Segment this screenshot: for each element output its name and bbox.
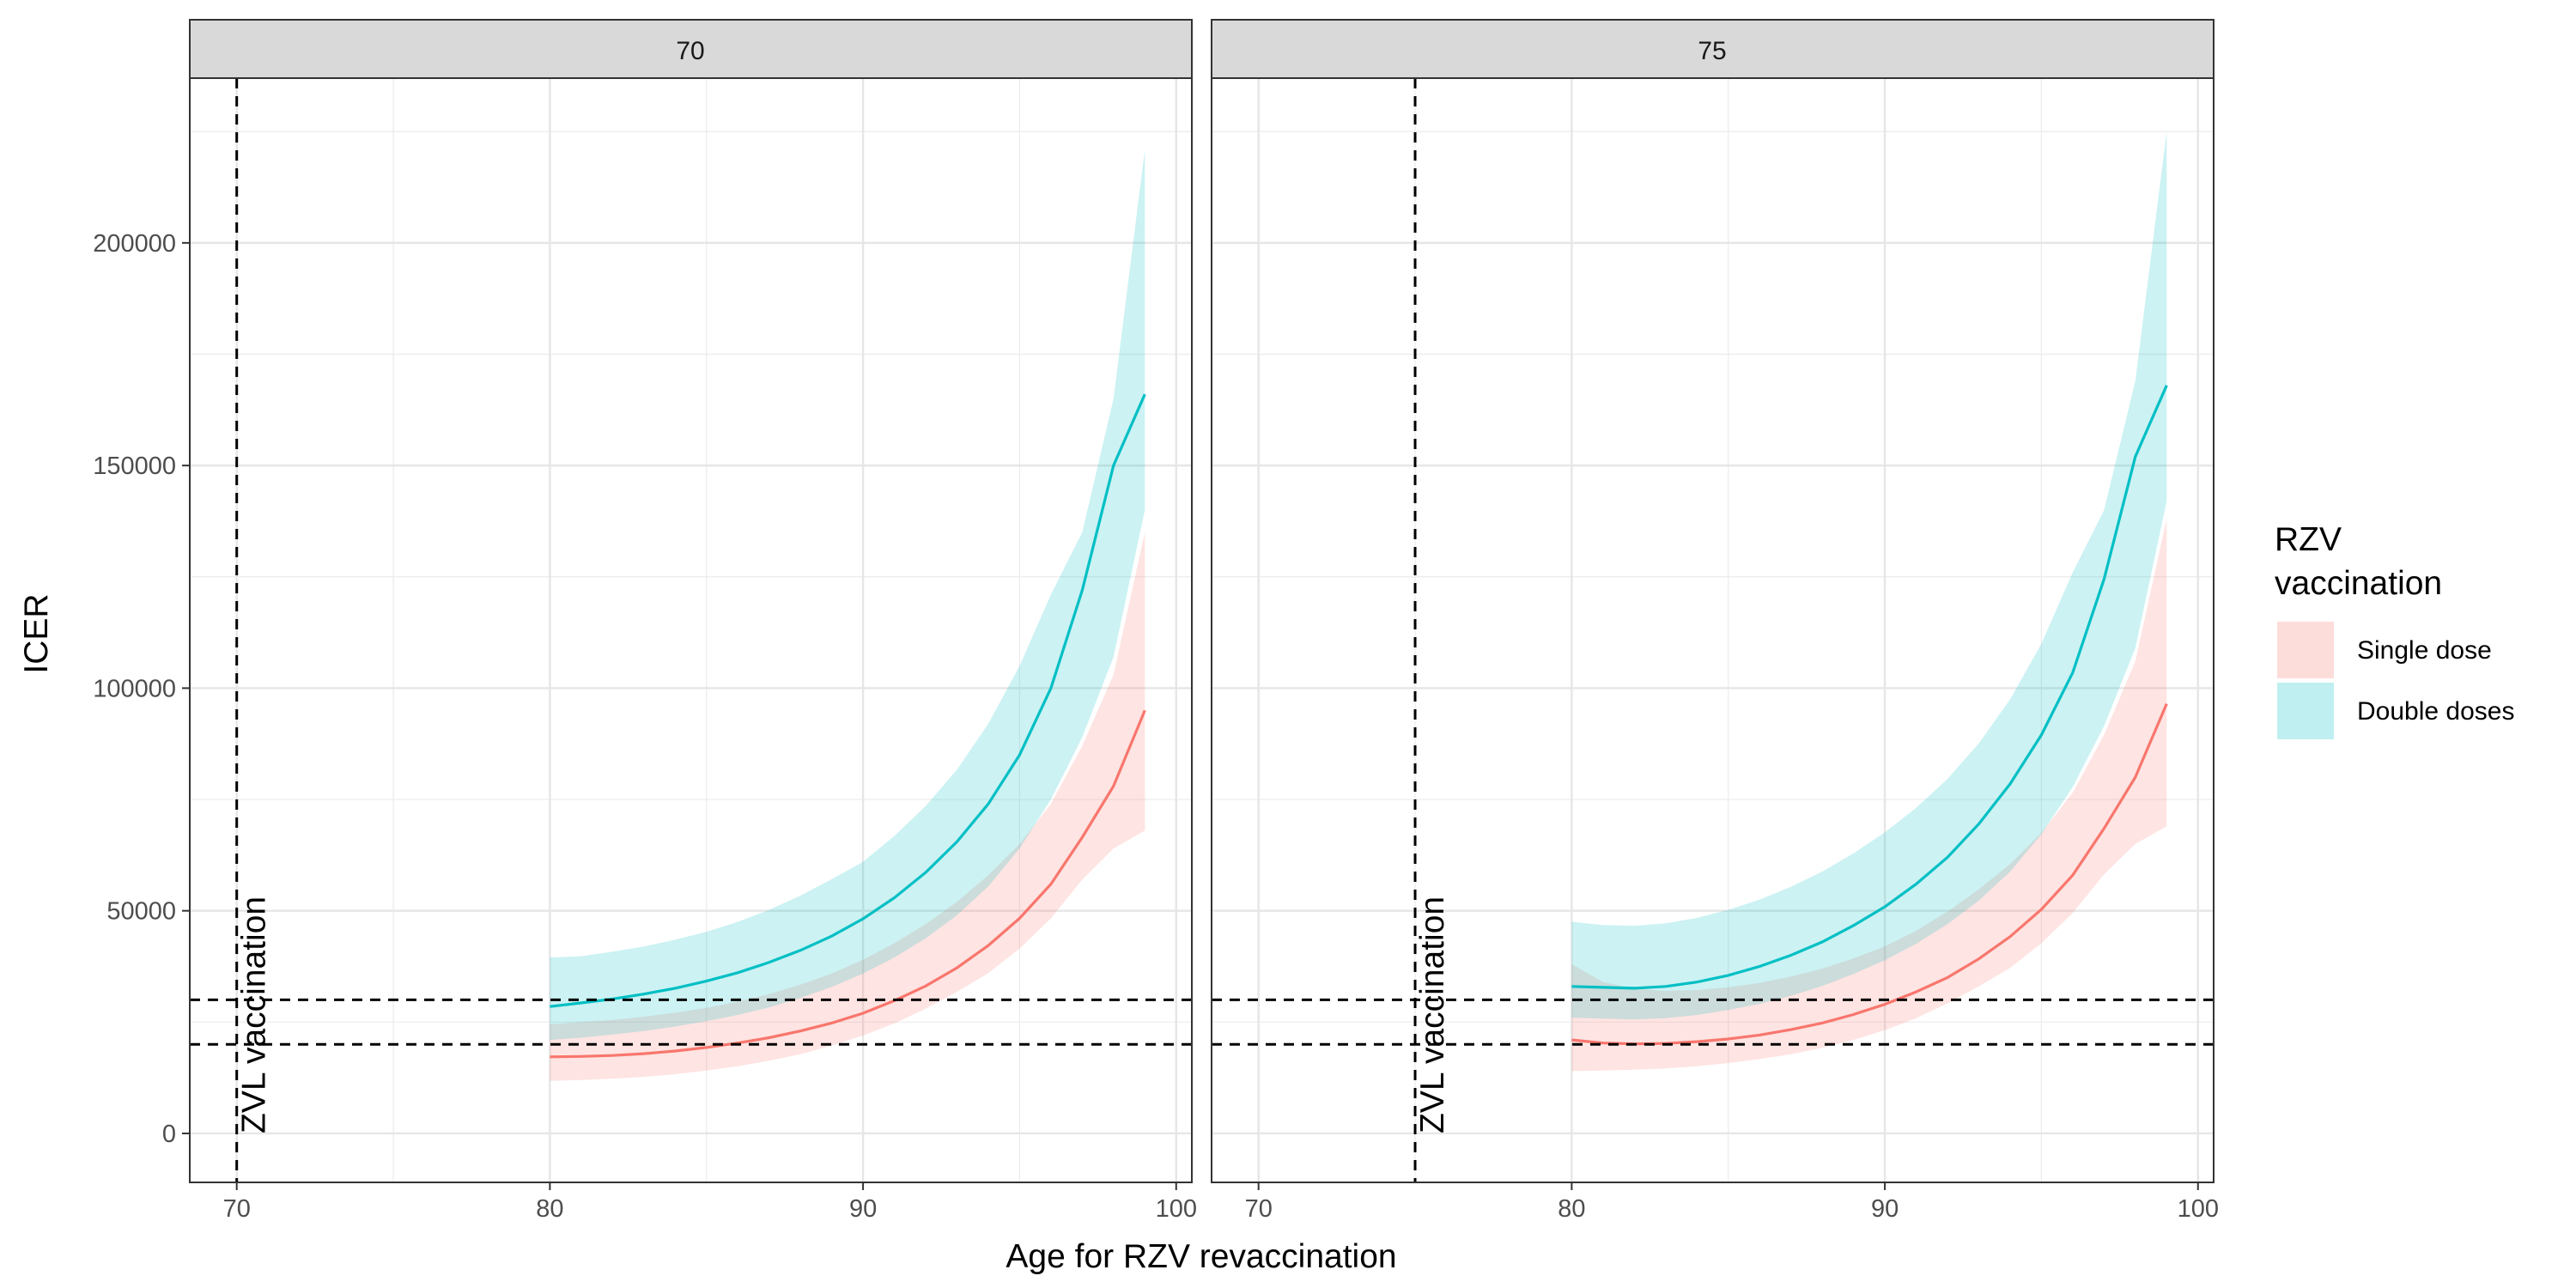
legend-key-single-dose bbox=[2277, 622, 2334, 678]
panel-2-zvl-annotation: ZVL vaccination bbox=[1414, 896, 1451, 1133]
panel-2-strip-label: 75 bbox=[1698, 37, 1726, 65]
x-axis-title: Age for RZV revaccination bbox=[1005, 1238, 1396, 1275]
legend-entry-single-dose: Single dose bbox=[2277, 622, 2492, 678]
panel-1-ribbons bbox=[550, 149, 1145, 1081]
panel-2-strip bbox=[1211, 19, 2215, 79]
x-tick-label: 100 bbox=[2178, 1195, 2219, 1223]
legend-title-line-1: RZV bbox=[2275, 521, 2342, 558]
panel-2-border bbox=[1211, 77, 2215, 1183]
x-tick-label: 70 bbox=[1245, 1195, 1273, 1223]
x-tick-label: 100 bbox=[1156, 1195, 1197, 1223]
line-double-doses bbox=[1571, 385, 2168, 990]
legend-key-double-doses bbox=[2277, 683, 2334, 739]
panel-2-ribbons bbox=[1571, 131, 2167, 1072]
panel-1-x-axis: 70 80 90 100 bbox=[223, 1182, 1197, 1223]
ribbon-double-doses bbox=[550, 149, 1145, 1041]
panel-2-gridlines bbox=[1212, 78, 2214, 1182]
ribbon-single-dose bbox=[550, 532, 1145, 1081]
panel-2-x-axis: 70 80 90 100 bbox=[1245, 1182, 2219, 1223]
panel-1-gridlines bbox=[190, 78, 1192, 1182]
ribbon-double-doses bbox=[1571, 131, 2167, 1020]
panel-1-strip-label: 70 bbox=[676, 37, 704, 65]
panel-1-reference-lines bbox=[190, 78, 1192, 1182]
panel-2-reference-lines bbox=[1212, 78, 2214, 1182]
ribbon-single-dose bbox=[1571, 519, 2167, 1072]
x-tick-label: 70 bbox=[223, 1195, 251, 1223]
line-single-dose bbox=[550, 709, 1146, 1059]
x-tick-label: 90 bbox=[1871, 1195, 1899, 1223]
line-double-doses bbox=[550, 393, 1146, 1008]
x-tick-label: 80 bbox=[536, 1195, 563, 1223]
x-tick-label: 80 bbox=[1558, 1195, 1585, 1223]
y-tick-label: 200000 bbox=[93, 230, 176, 258]
y-tick-label: 50000 bbox=[106, 898, 176, 926]
panel-2: 75 ZVL vaccination 70 80 90 100 bbox=[1211, 19, 2219, 1223]
panel-1-strip bbox=[189, 19, 1193, 79]
legend: RZV vaccination Single dose Double doses bbox=[2275, 521, 2514, 739]
y-tick-label: 150000 bbox=[93, 453, 176, 480]
y-axis-title: ICER bbox=[18, 593, 55, 673]
legend-label-double-doses: Double doses bbox=[2357, 697, 2514, 726]
legend-label-single-dose: Single dose bbox=[2357, 636, 2492, 665]
x-tick-label: 90 bbox=[849, 1195, 877, 1223]
y-tick-label: 0 bbox=[162, 1121, 176, 1148]
y-tick-label: 100000 bbox=[93, 675, 176, 702]
legend-entry-double-doses: Double doses bbox=[2277, 683, 2514, 739]
panel-1-border bbox=[189, 77, 1193, 1183]
panel-1: 70 ZVL vaccination 70 80 90 100 bbox=[189, 19, 1197, 1223]
y-axis: 0 50000 100000 150000 200000 bbox=[93, 230, 190, 1148]
panel-1-lines bbox=[550, 393, 1146, 1059]
legend-title-line-2: vaccination bbox=[2275, 565, 2442, 602]
panel-1-zvl-annotation: ZVL vaccination bbox=[236, 896, 273, 1133]
